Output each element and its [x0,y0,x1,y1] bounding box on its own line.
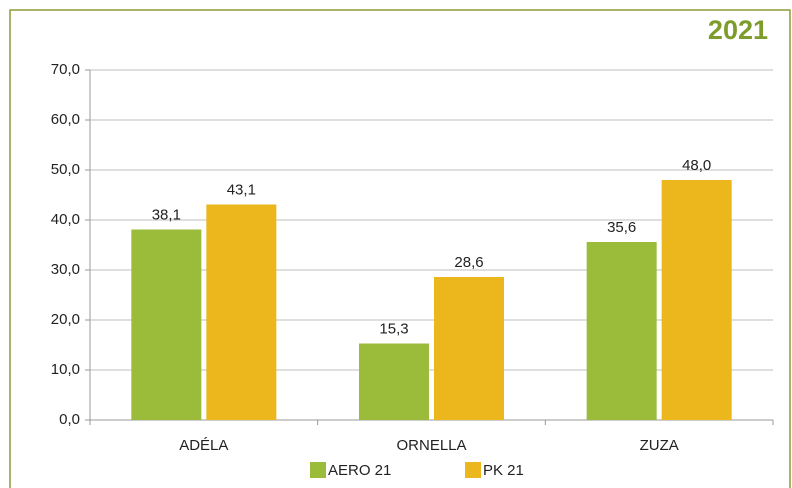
chart-title: 2021 [708,15,768,45]
bar [359,343,429,420]
y-tick-label: 60,0 [51,111,80,128]
legend-label: PK 21 [483,462,524,479]
value-label: 35,6 [607,219,636,236]
value-label: 38,1 [152,206,181,223]
y-tick-label: 30,0 [51,261,80,278]
x-tick-label: ORNELLA [396,437,466,454]
bar [661,180,732,420]
y-tick-label: 70,0 [51,61,80,78]
legend-swatch [310,462,326,478]
value-label: 28,6 [454,254,483,271]
value-label: 48,0 [682,157,711,174]
frame [9,9,791,488]
y-tick-label: 50,0 [51,161,80,178]
x-tick-label: ZUZA [640,437,679,454]
bar [131,229,202,420]
y-tick-label: 40,0 [51,211,80,228]
bar [434,277,504,420]
bar [206,204,277,420]
value-label: 15,3 [379,320,408,337]
y-tick-label: 20,0 [51,311,80,328]
legend-label: AERO 21 [328,462,391,479]
legend-swatch [465,462,481,478]
y-tick-label: 10,0 [51,361,80,378]
bar [586,242,657,420]
value-label: 43,1 [227,181,256,198]
y-tick-label: 0,0 [59,411,80,428]
x-tick-label: ADÉLA [179,437,228,454]
